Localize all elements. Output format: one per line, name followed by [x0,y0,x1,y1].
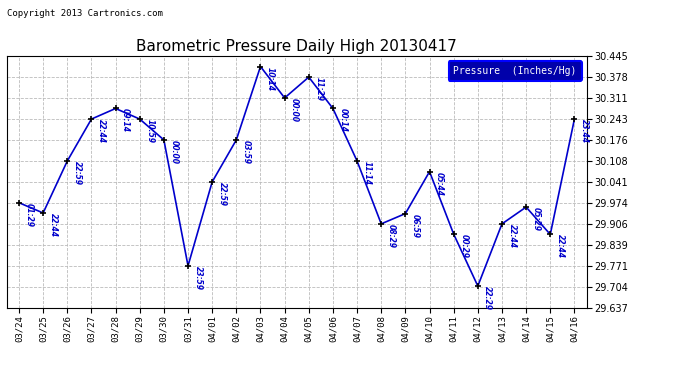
Text: 22:44: 22:44 [508,224,517,248]
Text: Copyright 2013 Cartronics.com: Copyright 2013 Cartronics.com [7,9,163,18]
Text: 06:59: 06:59 [411,214,420,238]
Text: 11:29: 11:29 [315,77,324,101]
Text: 00:29: 00:29 [460,234,469,258]
Text: 22:44: 22:44 [49,213,58,237]
Text: 08:29: 08:29 [387,224,396,248]
Text: 22:59: 22:59 [218,182,227,206]
Text: 22:59: 22:59 [73,161,82,185]
Text: 23:44: 23:44 [580,119,589,143]
Text: 05:44: 05:44 [435,172,444,196]
Text: 00:00: 00:00 [290,98,299,122]
Text: 00:14: 00:14 [339,108,348,132]
Text: 22:44: 22:44 [97,119,106,143]
Text: 09:14: 09:14 [121,108,130,132]
Text: 10:14: 10:14 [266,66,275,90]
Title: Barometric Pressure Daily High 20130417: Barometric Pressure Daily High 20130417 [137,39,457,54]
Legend: Pressure  (Inches/Hg): Pressure (Inches/Hg) [448,61,582,81]
Text: 01:29: 01:29 [25,203,34,227]
Text: 05:29: 05:29 [532,207,541,231]
Text: 22:29: 22:29 [484,286,493,310]
Text: 03:59: 03:59 [242,140,251,164]
Text: 11:14: 11:14 [363,161,372,185]
Text: 22:44: 22:44 [556,234,565,258]
Text: 23:59: 23:59 [194,266,203,290]
Text: 10:59: 10:59 [146,119,155,143]
Text: 00:00: 00:00 [170,140,179,164]
